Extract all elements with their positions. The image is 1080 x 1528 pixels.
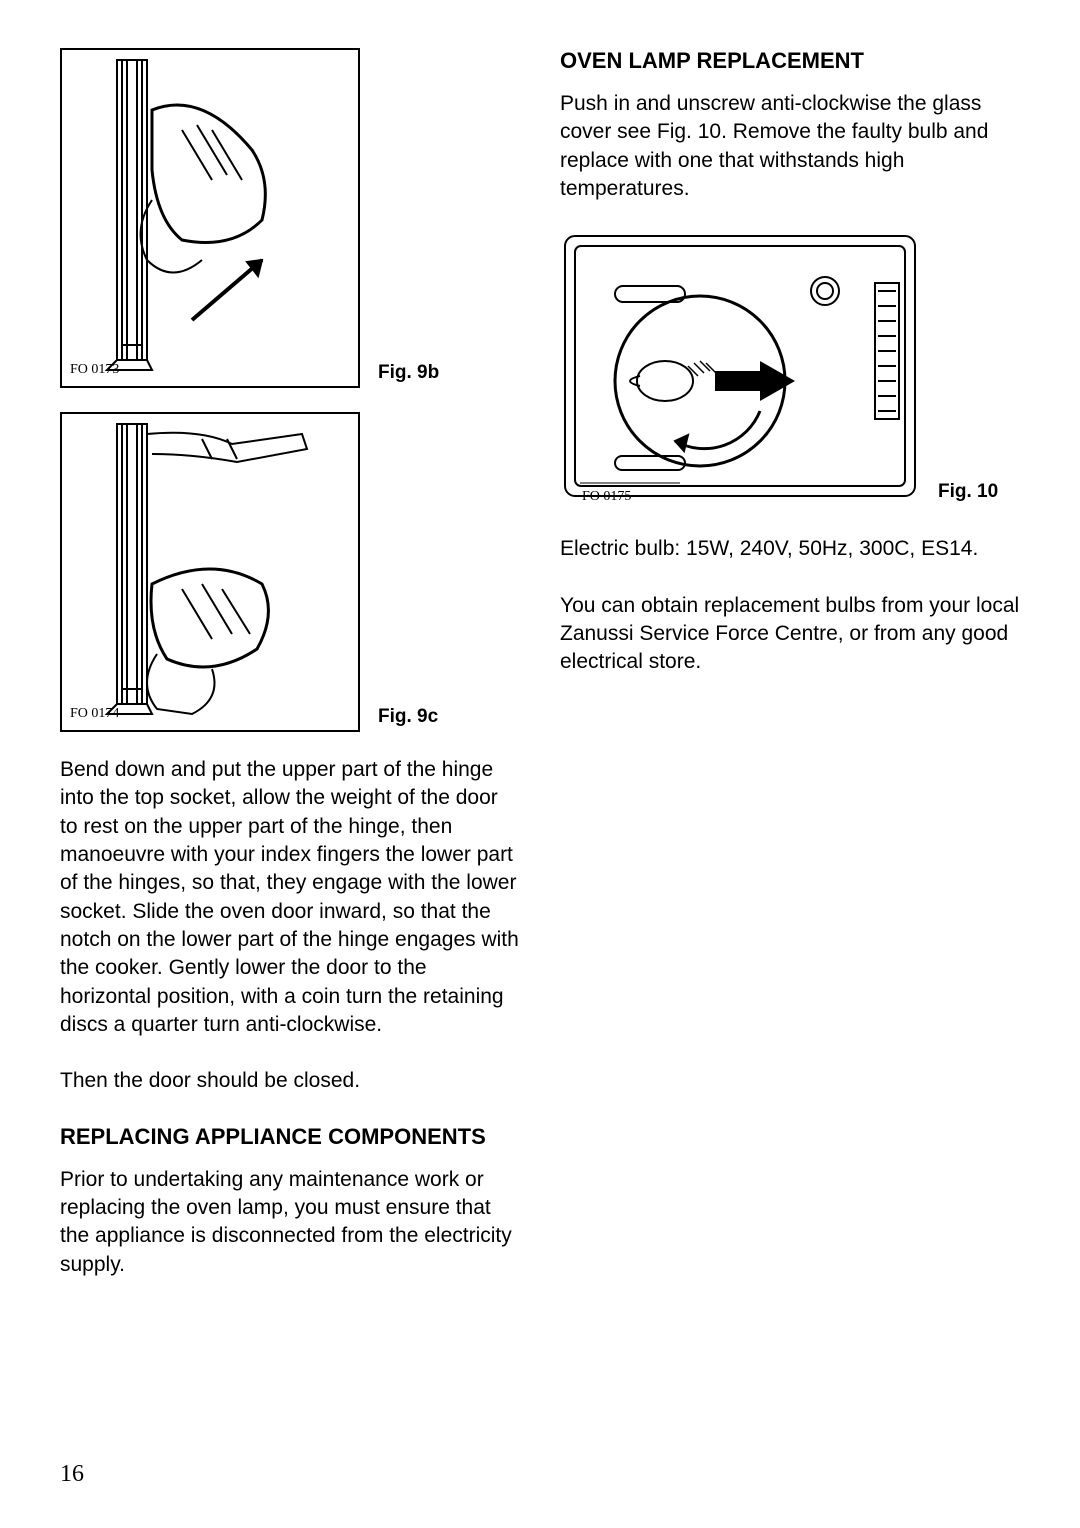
right-column: OVEN LAMP REPLACEMENT Push in and unscre… xyxy=(560,48,1020,1307)
left-column: FO 0173 Fig. 9b xyxy=(60,48,520,1307)
figure-9c-row: FO 0174 Fig. 9c xyxy=(60,412,520,732)
figure-9b-inside-label: FO 0173 xyxy=(70,362,119,378)
figure-9b-image: FO 0173 xyxy=(60,48,360,388)
right-paragraph-3: You can obtain replacement bulbs from yo… xyxy=(560,592,1020,677)
left-paragraph-2: Then the door should be closed. xyxy=(60,1067,520,1095)
figure-9c-image: FO 0174 xyxy=(60,412,360,732)
figure-9b-row: FO 0173 Fig. 9b xyxy=(60,48,520,388)
left-paragraph-3: Prior to undertaking any maintenance wor… xyxy=(60,1166,520,1279)
figure-10-caption: Fig. 10 xyxy=(938,481,998,511)
figure-10-image: FO 0175 xyxy=(560,231,920,511)
figure-10-inside-label: FO 0175 xyxy=(582,489,631,505)
figure-9c-inside-label: FO 0174 xyxy=(70,706,119,722)
page-number: 16 xyxy=(60,1461,84,1488)
right-paragraph-1: Push in and unscrew anti-clockwise the g… xyxy=(560,90,1020,203)
figure-9b-caption: Fig. 9b xyxy=(378,362,439,388)
heading-replacing-components: REPLACING APPLIANCE COMPONENTS xyxy=(60,1124,520,1150)
left-paragraph-1: Bend down and put the upper part of the … xyxy=(60,756,520,1039)
heading-oven-lamp: OVEN LAMP REPLACEMENT xyxy=(560,48,1020,74)
figure-10-row: FO 0175 Fig. 10 xyxy=(560,231,1020,511)
right-paragraph-2: Electric bulb: 15W, 240V, 50Hz, 300C, ES… xyxy=(560,535,1020,563)
page-container: FO 0173 Fig. 9b xyxy=(60,48,1020,1307)
figure-9c-caption: Fig. 9c xyxy=(378,706,438,732)
